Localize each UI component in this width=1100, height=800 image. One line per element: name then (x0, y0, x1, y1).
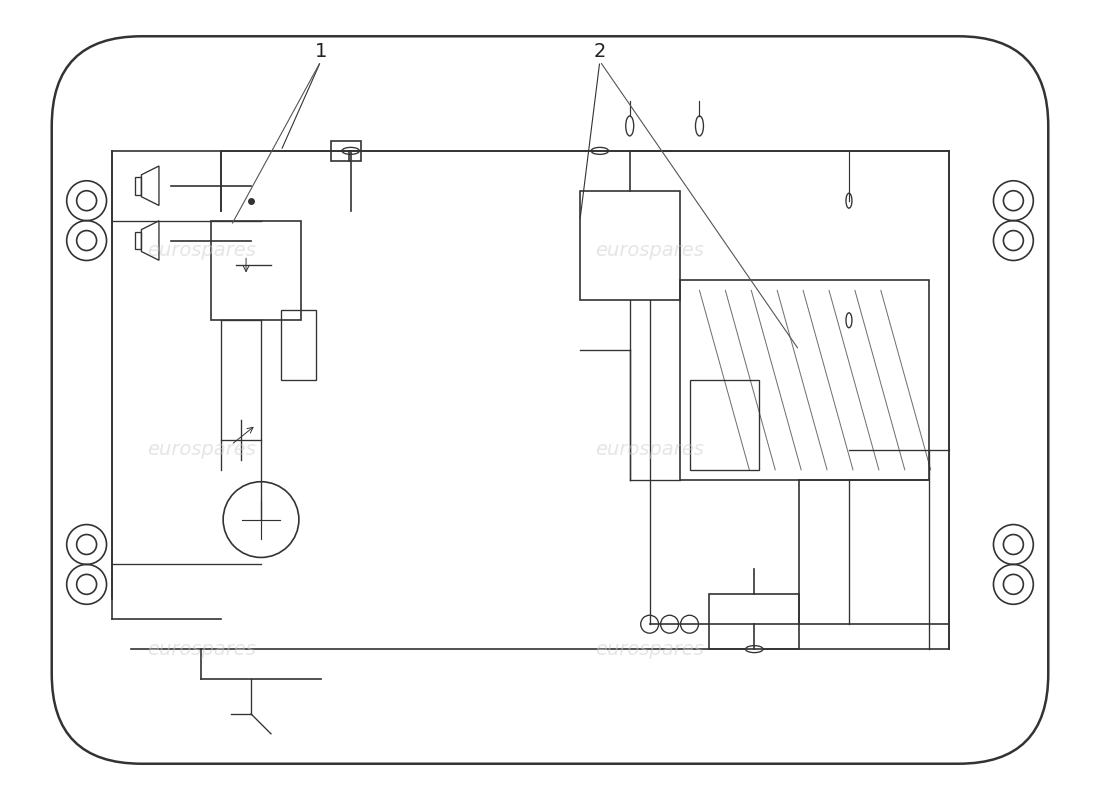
Circle shape (681, 615, 698, 633)
Bar (280, 310, 316, 380)
Text: eurospares: eurospares (146, 640, 255, 658)
Ellipse shape (846, 313, 851, 328)
Bar (710, 594, 799, 649)
Text: eurospares: eurospares (146, 241, 255, 260)
Ellipse shape (342, 147, 360, 154)
Text: eurospares: eurospares (146, 440, 255, 459)
Text: 1: 1 (315, 42, 327, 61)
Bar (680, 281, 928, 480)
Text: eurospares: eurospares (595, 640, 704, 658)
Bar (135, 232, 142, 250)
Ellipse shape (626, 116, 634, 136)
Bar (690, 380, 759, 470)
Bar (211, 221, 301, 320)
Bar (331, 141, 361, 161)
Ellipse shape (591, 147, 608, 154)
Ellipse shape (695, 116, 704, 136)
Ellipse shape (846, 194, 851, 208)
Circle shape (661, 615, 679, 633)
Bar (135, 177, 142, 194)
Text: eurospares: eurospares (595, 440, 704, 459)
Text: 2: 2 (594, 42, 606, 61)
Circle shape (640, 615, 659, 633)
Ellipse shape (746, 646, 763, 653)
Text: eurospares: eurospares (595, 241, 704, 260)
Bar (580, 190, 680, 300)
